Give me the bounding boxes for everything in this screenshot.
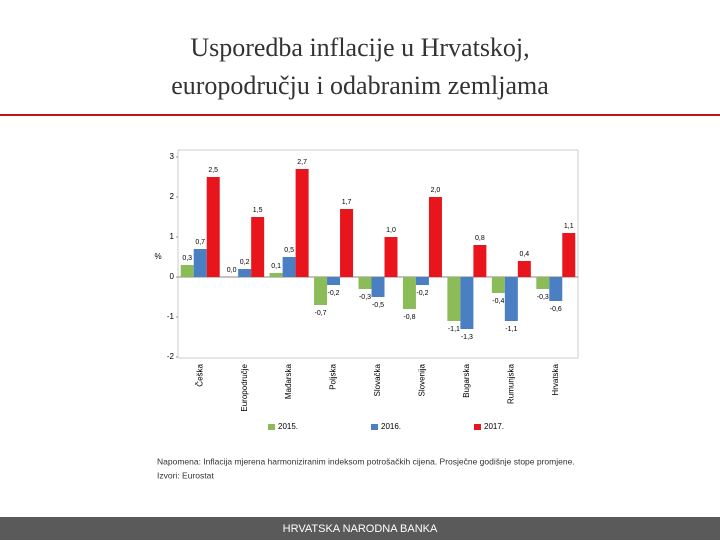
slide-title: Usporedba inflacije u Hrvatskoj, europodr… xyxy=(171,33,549,100)
x-tick-label: Slovačka xyxy=(373,363,382,396)
legend-swatch xyxy=(268,424,275,430)
y-tick-label: 1 xyxy=(170,232,175,241)
value-label: -0,2 xyxy=(328,290,340,297)
legend-swatch xyxy=(474,424,481,430)
value-label: 1,0 xyxy=(386,227,396,234)
bar xyxy=(251,217,265,277)
value-label: 1,1 xyxy=(564,223,574,230)
y-tick-label: 0 xyxy=(170,272,175,281)
value-label: 1,5 xyxy=(253,207,263,214)
value-label: 0,1 xyxy=(271,263,281,270)
legend-swatch xyxy=(371,424,378,430)
source: Izvori: Eurostat xyxy=(157,470,214,480)
bar xyxy=(447,277,461,321)
value-label: -0,5 xyxy=(372,302,384,309)
legend-label: 2017. xyxy=(484,422,504,431)
value-label: 0,3 xyxy=(182,255,192,262)
bar xyxy=(415,277,429,285)
value-label: 0,2 xyxy=(240,259,250,266)
bar xyxy=(517,261,531,277)
x-tick-label: Poljska xyxy=(329,363,338,389)
y-tick-label: -1 xyxy=(167,312,175,321)
value-label: -0,7 xyxy=(315,310,327,317)
x-tick-label: Češka xyxy=(195,363,204,386)
bar xyxy=(562,233,576,277)
bar xyxy=(428,197,442,277)
value-label: 0,7 xyxy=(195,239,205,246)
bar xyxy=(238,269,252,277)
value-label: -0,2 xyxy=(416,290,428,297)
bar xyxy=(536,277,550,289)
bar xyxy=(295,169,309,277)
legend-label: 2015. xyxy=(278,422,298,431)
y-tick-label: -2 xyxy=(167,352,175,361)
bar xyxy=(282,257,296,277)
bar xyxy=(384,237,398,277)
y-axis-label: % xyxy=(154,252,161,261)
x-tick-label: Hrvatska xyxy=(551,363,560,395)
bar xyxy=(371,277,385,297)
bar xyxy=(402,277,416,309)
value-label: -0,6 xyxy=(550,306,562,313)
bar xyxy=(327,277,341,285)
x-tick-label: Rumunjska xyxy=(506,363,515,404)
bar xyxy=(340,209,354,277)
value-label: 0,5 xyxy=(284,247,294,254)
value-label: -0,8 xyxy=(403,314,415,321)
x-tick-label: Bugarska xyxy=(462,363,471,397)
value-label: 1,7 xyxy=(342,199,352,206)
bar xyxy=(314,277,328,305)
value-label: 0,0 xyxy=(227,267,237,274)
bar xyxy=(269,273,283,277)
value-label: -1,1 xyxy=(505,326,517,333)
value-label: 0,8 xyxy=(475,235,485,242)
value-label: 2,7 xyxy=(297,159,307,166)
y-tick-label: 3 xyxy=(170,152,175,161)
x-tick-label: Slovenija xyxy=(418,363,427,396)
bar xyxy=(460,277,474,329)
value-label: -1,1 xyxy=(448,326,460,333)
bar xyxy=(206,177,220,277)
x-tick-label: Europodručje xyxy=(240,363,249,411)
value-label: -0,3 xyxy=(537,294,549,301)
bar xyxy=(504,277,518,321)
legend-label: 2016. xyxy=(381,422,401,431)
bar xyxy=(193,249,207,277)
value-label: 2,0 xyxy=(431,187,441,194)
bar xyxy=(358,277,372,289)
bar xyxy=(473,245,487,277)
value-label: -0,4 xyxy=(492,298,504,305)
note: Napomena: Inflacija mjerena harmoniziran… xyxy=(157,456,575,466)
value-label: -0,3 xyxy=(359,294,371,301)
bar xyxy=(491,277,505,293)
bar xyxy=(180,265,194,277)
value-label: 2,5 xyxy=(208,167,218,174)
value-label: 0,4 xyxy=(519,251,529,258)
footer: HRVATSKA NARODNA BANKA xyxy=(283,523,438,535)
footer-bar xyxy=(0,517,720,540)
plot-frame xyxy=(177,149,579,359)
bar xyxy=(549,277,563,301)
y-tick-label: 2 xyxy=(170,192,175,201)
value-label: -1,3 xyxy=(461,334,473,341)
x-tick-label: Mađarska xyxy=(284,363,293,399)
